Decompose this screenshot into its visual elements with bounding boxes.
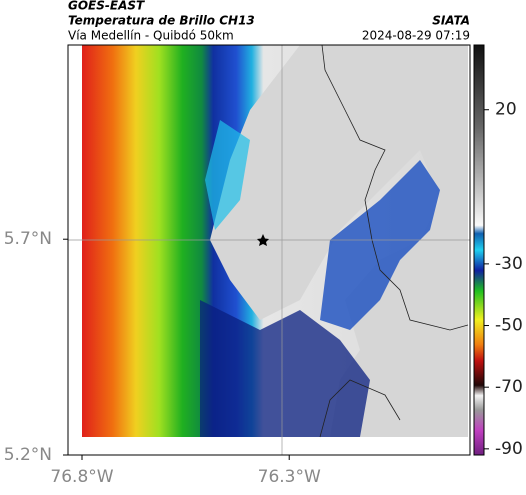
colorbar-tick-label: -50: [495, 316, 523, 336]
colorbar: [473, 44, 485, 456]
lat-tick-label: 5.7°N: [4, 229, 52, 249]
colorbar-tick-label: 20: [495, 100, 517, 120]
lon-tick-label: 76.8°W: [50, 467, 113, 487]
subtitle: Vía Medellín - Quibdó 50km: [68, 29, 234, 43]
colorbar-tick-label: -30: [495, 254, 523, 274]
brand: SIATA: [432, 14, 470, 28]
datetime: 2024-08-29 07:19: [362, 29, 470, 43]
source: GOES-EAST: [68, 0, 145, 13]
lon-tick-label: 76.3°W: [258, 467, 321, 487]
lat-tick-label: 5.2°N: [4, 445, 52, 465]
title: Temperatura de Brillo CH13: [68, 14, 255, 28]
colorbar-tick-label: -70: [495, 377, 523, 397]
colorbar-tick-label: -90: [495, 439, 523, 459]
map-image: [67, 44, 471, 456]
header: GOES-EAST Temperatura de Brillo CH13 Vía…: [68, 0, 470, 43]
